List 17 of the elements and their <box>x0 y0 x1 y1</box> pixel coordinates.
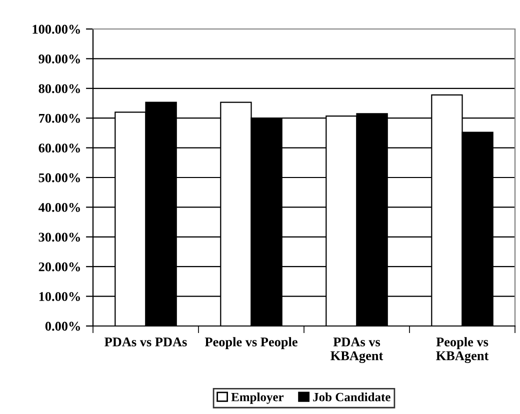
x-tick-label: People vs People <box>204 337 298 350</box>
legend-label: Job Candidate <box>313 392 390 402</box>
y-tick-label: 50.00% <box>38 173 80 182</box>
x-tick-label: PDAs vs KBAgent <box>330 338 384 363</box>
y-tick-label: 10.00% <box>39 292 80 302</box>
y-tick-label: 100.00% <box>32 24 80 34</box>
x-tick-label: People vs KBAgent <box>436 337 489 363</box>
y-tick-label: 40.00% <box>38 203 80 212</box>
y-tick-label: 70.00% <box>39 114 80 123</box>
x-tick-label: PDAs vs PDAs <box>104 338 187 346</box>
y-tick-label: 0.00% <box>45 322 80 331</box>
y-tick-label: 90.00% <box>38 54 80 64</box>
y-tick-label: 30.00% <box>38 232 80 242</box>
y-tick-label: 80.00% <box>38 84 80 94</box>
y-tick-label: 60.00% <box>38 144 80 153</box>
y-tick-label: 20.00% <box>38 262 80 272</box>
legend-label: Employer <box>231 392 284 404</box>
